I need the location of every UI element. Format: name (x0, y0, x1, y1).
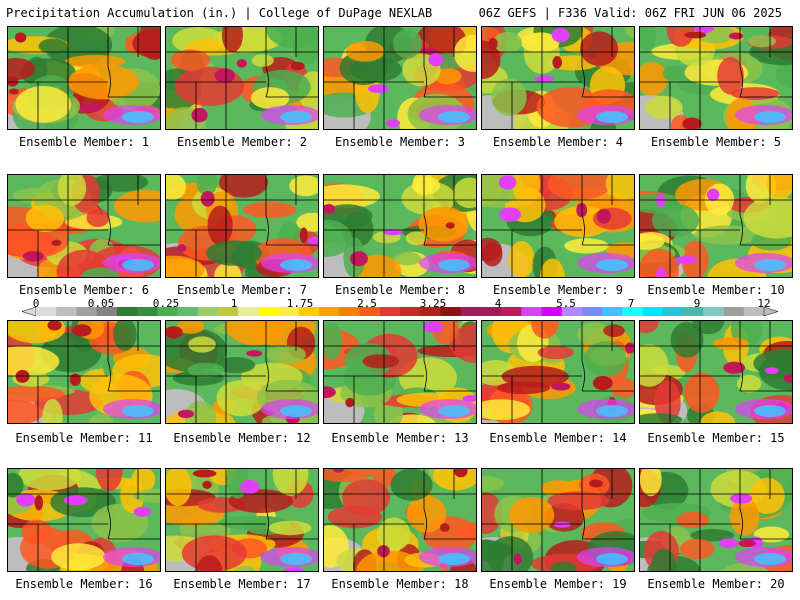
member-label: Ensemble Member: 5 (650, 135, 782, 149)
colorbar-tick-label: 0 (32, 297, 40, 310)
member-label: Ensemble Member: 20 (647, 577, 785, 591)
ensemble-map-12 (165, 320, 319, 424)
colorbar-swatch (541, 307, 563, 316)
colorbar-swatch (440, 307, 462, 316)
colorbar-swatch (480, 307, 502, 316)
colorbar-tick-label: 2.5 (357, 297, 377, 310)
member-label: Ensemble Member: 14 (489, 431, 627, 445)
ensemble-map-17 (165, 468, 319, 572)
member-label: Ensemble Member: 4 (492, 135, 624, 149)
ensemble-map-11 (7, 320, 161, 424)
member-label: Ensemble Member: 6 (18, 283, 150, 297)
member-label: Ensemble Member: 11 (15, 431, 153, 445)
colorbar-swatch (420, 307, 441, 316)
colorbar-swatch (339, 307, 361, 316)
ensemble-map-2 (165, 26, 319, 130)
member-label: Ensemble Member: 10 (647, 283, 785, 297)
colorbar-swatch (460, 307, 482, 316)
ensemble-map-10 (639, 174, 793, 278)
ensemble-map-7 (165, 174, 319, 278)
colorbar-swatch (723, 307, 745, 316)
colorbar-swatch (157, 307, 179, 316)
colorbar-tick-label: 1.75 (286, 297, 314, 310)
member-label: Ensemble Member: 18 (331, 577, 469, 591)
colorbar-swatch (76, 307, 98, 316)
colorbar-swatch (56, 307, 77, 316)
colorbar-tick-label: 5.5 (556, 297, 576, 310)
ensemble-map-19 (481, 468, 635, 572)
colorbar (21, 306, 779, 317)
colorbar-swatch (561, 307, 583, 316)
member-label: Ensemble Member: 12 (173, 431, 311, 445)
member-label: Ensemble Member: 13 (331, 431, 469, 445)
colorbar-swatch (602, 307, 623, 316)
ensemble-map-5 (639, 26, 793, 130)
member-label: Ensemble Member: 16 (15, 577, 153, 591)
member-label: Ensemble Member: 9 (492, 283, 624, 297)
colorbar-swatch (379, 307, 401, 316)
ensemble-map-15 (639, 320, 793, 424)
ensemble-map-6 (7, 174, 161, 278)
colorbar-swatch (683, 307, 704, 316)
colorbar-swatch (501, 307, 522, 316)
colorbar-swatch (137, 307, 158, 316)
colorbar-swatch (319, 307, 340, 316)
colorbar-swatch (582, 307, 603, 316)
member-label: Ensemble Member: 15 (647, 431, 785, 445)
colorbar-swatch (238, 307, 259, 316)
colorbar-swatch (177, 307, 199, 316)
colorbar-swatch (218, 307, 239, 316)
colorbar-tick-label: 3.25 (419, 297, 447, 310)
ensemble-map-1 (7, 26, 161, 130)
page-title: Precipitation Accumulation (in.) | Colle… (6, 6, 433, 20)
colorbar-max-arrow (763, 306, 779, 317)
colorbar-tick-label: 0.25 (152, 297, 180, 310)
colorbar-swatch (743, 307, 765, 316)
colorbar-swatch (197, 307, 219, 316)
member-label: Ensemble Member: 17 (173, 577, 311, 591)
colorbar-tick-label: 4 (494, 297, 502, 310)
colorbar-swatch (662, 307, 684, 316)
colorbar-swatch (703, 307, 725, 316)
ensemble-map-18 (323, 468, 477, 572)
colorbar-swatch (116, 307, 138, 316)
colorbar-swatch (278, 307, 300, 316)
member-label: Ensemble Member: 1 (18, 135, 150, 149)
ensemble-map-16 (7, 468, 161, 572)
colorbar-swatch (36, 307, 57, 316)
member-label: Ensemble Member: 2 (176, 135, 308, 149)
colorbar-swatch (521, 307, 543, 316)
colorbar-tick-label: 12 (757, 297, 771, 310)
colorbar-swatch (96, 307, 118, 316)
ensemble-map-8 (323, 174, 477, 278)
colorbar-swatch (622, 307, 644, 316)
ensemble-map-20 (639, 468, 793, 572)
run-info: 06Z GEFS | F336 Valid: 06Z FRI JUN 06 20… (478, 6, 782, 20)
colorbar-swatch (400, 307, 421, 316)
colorbar-swatch (642, 307, 664, 316)
member-label: Ensemble Member: 8 (334, 283, 466, 297)
colorbar-swatch (298, 307, 320, 316)
member-label: Ensemble Member: 7 (176, 283, 308, 297)
ensemble-map-3 (323, 26, 477, 130)
colorbar-tick-label: 1 (230, 297, 238, 310)
ensemble-map-4 (481, 26, 635, 130)
colorbar-tick-label: 0.05 (87, 297, 115, 310)
colorbar-swatch (258, 307, 280, 316)
colorbar-swatch (359, 307, 381, 316)
colorbar-tick-label: 9 (693, 297, 701, 310)
ensemble-map-14 (481, 320, 635, 424)
ensemble-map-9 (481, 174, 635, 278)
member-label: Ensemble Member: 3 (334, 135, 466, 149)
colorbar-tick-label: 7 (627, 297, 635, 310)
member-label: Ensemble Member: 19 (489, 577, 627, 591)
ensemble-map-13 (323, 320, 477, 424)
